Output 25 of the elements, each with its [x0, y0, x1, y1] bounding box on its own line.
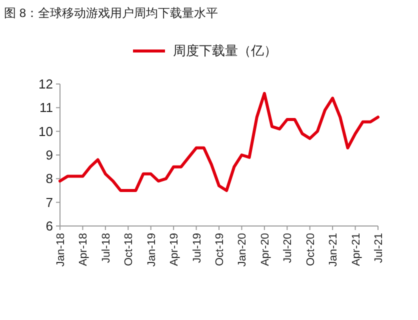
y-tick-label: 8	[46, 171, 53, 186]
x-tick-label: Jan-18	[55, 233, 67, 267]
x-tick-label: Apr-20	[259, 233, 272, 266]
y-tick-label: 10	[38, 124, 53, 139]
x-tick-label: Oct-20	[304, 233, 317, 266]
chart-title: 图 8：全球移动游戏用户周均下载量水平	[4, 6, 218, 20]
x-tick-label: Oct-19	[214, 233, 226, 266]
x-tick-label: Jan-20	[236, 233, 249, 267]
y-tick-label: 11	[40, 100, 53, 116]
line-series	[58, 92, 380, 192]
y-tick-label: 12	[38, 76, 53, 92]
x-tick-label: Apr-18	[78, 233, 90, 266]
x-tick-label: Apr-19	[168, 233, 181, 266]
x-tick-label: Oct-18	[123, 233, 136, 266]
x-tick-label: Jul-19	[191, 233, 204, 263]
y-tick-label: 6	[46, 218, 53, 234]
y-tick-label: 9	[46, 148, 53, 162]
x-tick-label: Jul-18	[100, 233, 112, 263]
x-tick-label: Apr-21	[350, 233, 362, 266]
legend-label: 周度下载量（亿）	[173, 43, 277, 58]
x-tick-label: Jul-21	[373, 233, 385, 263]
x-tick-label: Jan-19	[146, 233, 158, 267]
x-tick-label: Jan-21	[328, 233, 340, 267]
x-tick-label: Jul-20	[282, 233, 294, 263]
y-tick-label: 7	[46, 194, 53, 210]
